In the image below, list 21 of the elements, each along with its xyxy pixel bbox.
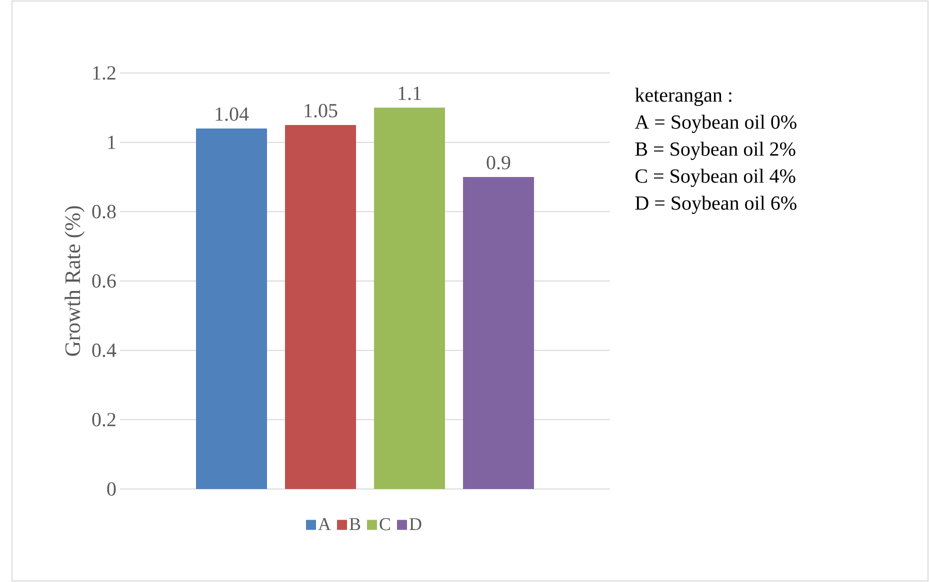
text: B = Soybean oil 2% — [635, 142, 796, 160]
text: C = Soybean oil 4% — [636, 168, 796, 187]
data-label: 1.1 — [398, 86, 421, 100]
legend-label: D — [410, 518, 422, 530]
y-tick-label: 1.2 — [93, 66, 116, 80]
text: keterangan : — [635, 88, 732, 106]
text: D = Soybean oil 6% — [635, 196, 796, 214]
y-tick-label: 0 — [107, 482, 116, 496]
data-label: 1.05 — [304, 104, 338, 118]
y-tick-label: 0.2 — [92, 412, 116, 426]
y-tick-label: 0.8 — [92, 204, 116, 218]
y-tick-label: 1 — [108, 136, 116, 149]
legend-label: A — [318, 518, 331, 530]
legend-label: B — [350, 518, 360, 530]
y-axis-title: Growth Rate (%) — [64, 206, 85, 356]
data-label: 0.9 — [486, 156, 510, 170]
text: A = Soybean oil 0% — [634, 114, 796, 133]
y-tick-label: 0.4 — [92, 344, 116, 358]
y-tick-label: 0.6 — [92, 274, 116, 288]
data-label: 1.04 — [216, 107, 249, 121]
legend-label: C — [380, 518, 390, 530]
